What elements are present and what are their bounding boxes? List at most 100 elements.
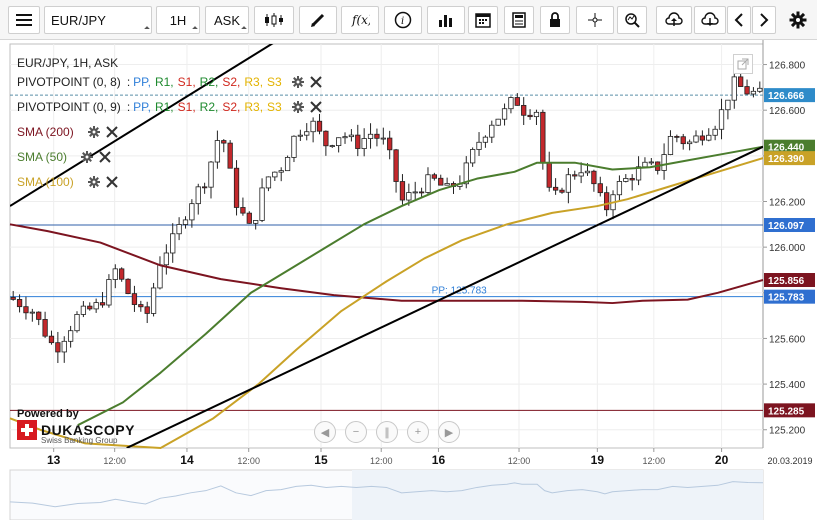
candle-down [374,133,380,139]
info-icon[interactable]: i [384,6,422,34]
candle-up [195,186,201,205]
hamburger-menu-icon[interactable] [8,6,40,34]
candle-up [272,171,278,178]
y-tick-label: 125.600 [769,334,806,345]
legend-sma-200-label: SMA (200) [17,125,74,139]
candle-down [597,183,603,194]
candle-up [170,233,176,254]
candle-down [393,149,399,182]
dropdown-corner-icon [241,26,247,32]
candle-down [240,207,246,214]
gear-icon[interactable] [87,176,100,188]
chart-area[interactable]: 125.200125.400125.600125.800126.000126.2… [0,40,817,520]
pivot-item-s3: S3 [267,100,282,114]
x-tick-label: 13 [47,453,61,467]
gear-icon[interactable] [291,101,304,113]
candle-down [744,86,750,95]
close-icon[interactable] [310,101,322,113]
candle-up [278,170,284,173]
zoom-out-icon[interactable]: − [345,421,367,443]
legend-sma-100-label: SMA (100) [17,175,74,189]
pivot-item-r3: R3, [244,75,264,89]
function-fx-icon[interactable]: f(x) [341,6,379,34]
upload-cloud-icon[interactable] [656,6,692,34]
close-icon[interactable] [99,151,111,163]
x-tick-label: 12:00 [643,456,666,466]
date-label: 20.03.2019 [767,456,812,466]
y-tick-label: 126.600 [769,106,806,117]
legend-pivot-2[interactable]: PIVOTPOINT (0, 9) : PP, R1, S1, R2, S2, R3, S3 [17,100,322,114]
candle-up [533,111,540,118]
candle-up [750,90,757,95]
candle-up [106,279,112,306]
candle-down [521,104,527,116]
x-tick-label: 14 [180,453,194,467]
legend-sma-100[interactable]: SMA (100) [17,175,118,189]
candle-up [635,166,642,181]
legend-pivot-1-name: PIVOTPOINT (0, 8) [17,75,121,89]
legend-pivot-1[interactable]: PIVOTPOINT (0, 8) : PP, R1, S1, R2, S2, R3, S3 [17,75,322,89]
candle-up [297,134,303,137]
y-tick-label: 126.800 [769,61,806,72]
close-icon[interactable] [105,126,118,138]
gear-icon[interactable] [291,76,304,88]
gear-icon[interactable] [87,126,100,138]
x-tick-label: 15 [314,453,328,467]
expand-icon[interactable] [733,54,753,74]
timeframe-label: 1H [169,12,187,28]
scroll-right-icon[interactable]: ▶ [438,421,460,443]
gear-icon[interactable] [81,151,94,163]
zoom-in-icon[interactable]: + [407,421,429,443]
download-cloud-icon[interactable] [694,6,726,34]
legend-pivot-1-sep: : [126,75,131,89]
pencil-draw-icon[interactable] [299,6,337,34]
price-side-selector[interactable]: ASK [205,6,249,34]
candle-down [23,306,29,314]
candle-down [131,293,138,305]
candle-up [667,135,674,155]
candle-up [214,140,221,163]
pivot-item-s3: S3 [267,75,282,89]
candle-up [380,137,386,140]
sma-200-line [9,223,764,305]
reset-zoom-icon[interactable]: ∥ [376,421,398,443]
bar-volume-icon[interactable] [427,6,465,34]
powered-by-label: Powered by [17,408,79,420]
price-chart[interactable]: 125.200125.400125.600125.800126.000126.2… [0,40,817,520]
pivot-item-s1: S1, [177,75,196,89]
lock-icon[interactable] [540,6,570,34]
candle-down [221,140,227,144]
legend-sma-200[interactable]: SMA (200) [17,125,118,139]
close-icon[interactable] [105,176,118,188]
crosshair-icon[interactable] [576,6,614,34]
candle-up [163,252,169,266]
arrow-right-icon[interactable] [752,6,776,34]
candle-down [629,178,635,181]
x-tick-label: 20 [715,453,729,467]
svg-text:f(x): f(x) [351,13,370,27]
candle-up [342,136,348,139]
dropdown-corner-icon [192,26,198,32]
gear-settings-icon[interactable] [784,6,812,34]
legend-sma-50[interactable]: SMA (50) [17,150,111,164]
arrow-left-icon[interactable] [727,6,751,34]
close-icon[interactable] [310,76,322,88]
candle-down [680,136,686,145]
candle-down [227,142,233,169]
symbol-selector[interactable]: EUR/JPY [44,6,152,34]
timeframe-selector[interactable]: 1H [156,6,200,34]
candle-up [336,137,342,146]
zoom-icon[interactable] [617,6,647,34]
candle-up [112,268,118,280]
candle-up [623,178,629,182]
price-badge-label: 125.783 [768,293,805,304]
scroll-left-icon[interactable]: ◀ [314,421,336,443]
calendar-icon[interactable] [468,6,498,34]
x-tick-label: 12:00 [103,456,126,466]
candlestick-chart-icon[interactable] [254,6,294,34]
svg-text:i: i [401,16,404,27]
candle-up [253,220,259,224]
y-tick-label: 126.200 [769,197,806,208]
price-badge [764,139,815,154]
news-icon[interactable] [504,6,534,34]
